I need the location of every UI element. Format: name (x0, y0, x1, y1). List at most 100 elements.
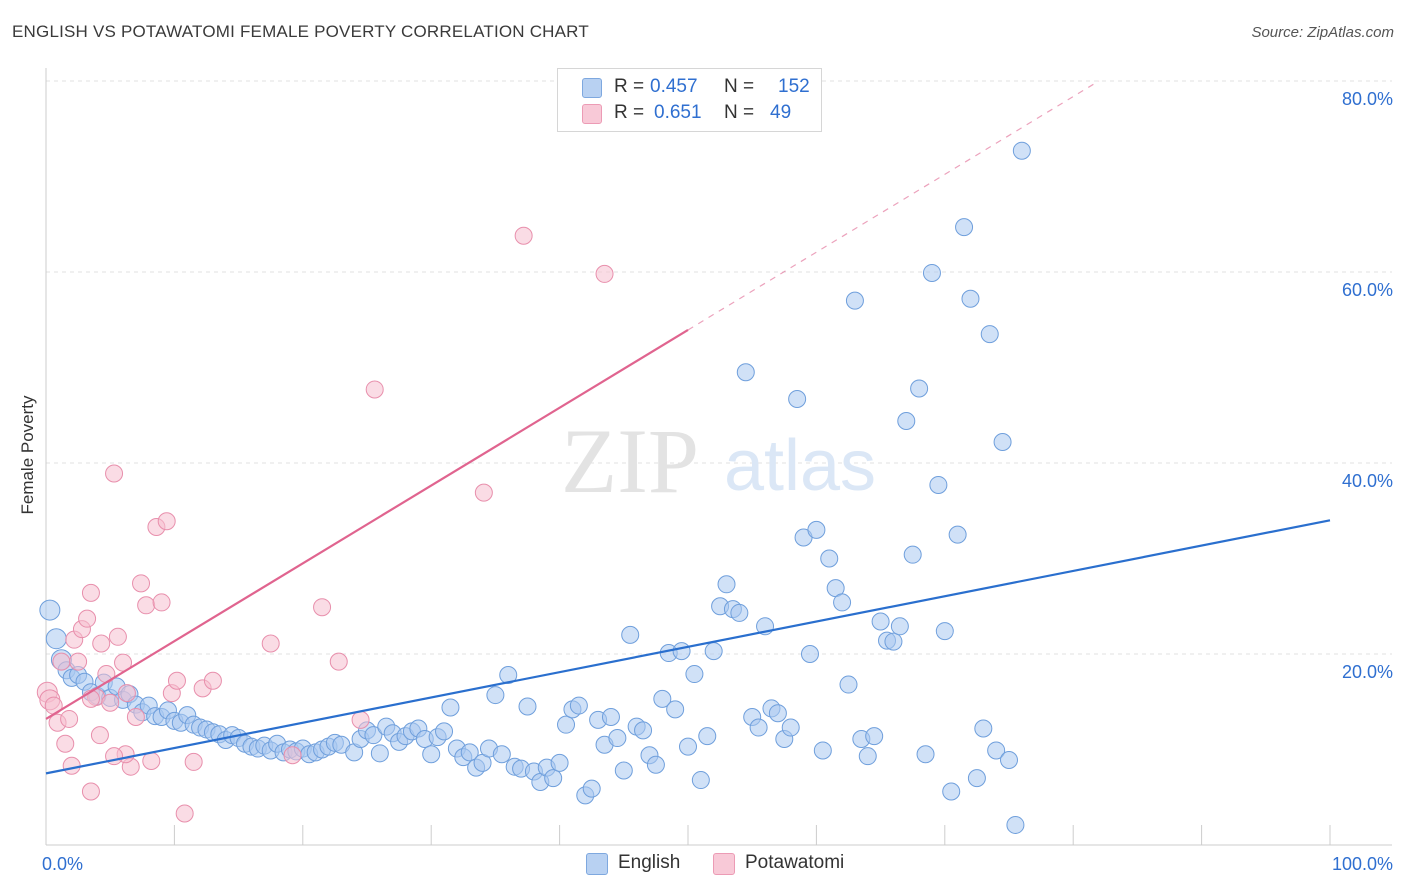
potawatomi-points (36, 226, 614, 823)
potawatomi-point (329, 652, 348, 671)
potawatomi-trend-line (45, 329, 689, 720)
potawatomi-point (365, 380, 384, 399)
english-point (781, 718, 800, 737)
english-point (768, 704, 787, 723)
potawatomi-point (184, 752, 203, 771)
english-point (800, 645, 819, 663)
english-points (39, 141, 1031, 834)
source-credit: Source: ZipAtlas.com (1251, 24, 1394, 41)
potawatomi-point (203, 671, 222, 690)
english-point (422, 745, 441, 764)
english-point (486, 686, 505, 705)
english-point (614, 761, 633, 780)
x-tick-label-0: 0.0% (42, 854, 83, 874)
english-point (1006, 815, 1025, 834)
potawatomi-point (69, 652, 88, 671)
english-point (749, 718, 768, 737)
english-point (370, 744, 389, 763)
english-point (691, 771, 710, 790)
y-tick-label-1: 40.0% (1342, 471, 1393, 491)
watermark-zip: ZIP (561, 410, 699, 512)
potawatomi-point (595, 264, 614, 283)
y-tick-labels: 20.0% 40.0% 60.0% 80.0% (1342, 89, 1393, 682)
english-trend-line (45, 519, 1331, 775)
english-point (460, 743, 479, 762)
english-point (910, 379, 929, 398)
english-point (499, 666, 518, 685)
potawatomi-point (60, 709, 79, 728)
english-point (492, 745, 511, 764)
y-tick-label-0: 20.0% (1342, 662, 1393, 682)
english-point (820, 549, 839, 568)
english-point (903, 545, 922, 564)
english-point (916, 745, 935, 764)
potawatomi-point (81, 583, 100, 602)
legend-r-value: 0.457 (650, 76, 698, 97)
chart-title: ENGLISH VS POTAWATOMI FEMALE POVERTY COR… (12, 22, 589, 41)
potawatomi-point (474, 483, 493, 502)
english-point (717, 575, 736, 594)
potawatomi-point (78, 609, 97, 628)
english-point (621, 625, 640, 644)
legend-n-label: N = (724, 76, 755, 97)
english-point (980, 325, 999, 344)
potawatomi-point (52, 652, 71, 671)
english-point (569, 696, 588, 715)
english-point (833, 593, 852, 612)
english-point (518, 697, 537, 716)
english-point (922, 263, 941, 282)
legend-n-value: 49 (770, 102, 792, 123)
trend-lines (45, 80, 1331, 775)
english-point (601, 708, 620, 727)
english-point (839, 675, 858, 694)
legend-r-label: R = (614, 102, 645, 123)
english-point (672, 642, 691, 661)
potawatomi-point (137, 596, 156, 615)
english-point (884, 632, 903, 651)
english-point (582, 779, 601, 798)
potawatomi-point (81, 782, 100, 801)
potawatomi-point (90, 726, 109, 745)
english-point (45, 628, 67, 650)
potawatomi-point (283, 746, 302, 765)
english-point (865, 727, 884, 746)
english-point (704, 642, 723, 661)
legend-n-label: N = (724, 102, 755, 123)
legend-r-label: R = (614, 76, 645, 97)
english-point (1012, 141, 1031, 160)
english-point (929, 475, 948, 494)
potawatomi-point (62, 756, 81, 775)
stats-legend: R = 0.457 N = 152 R = 0.651 N = 49 (557, 68, 822, 132)
axes (45, 68, 1392, 846)
english-point (987, 741, 1006, 760)
potawatomi-point (167, 671, 186, 690)
english-point (698, 727, 717, 746)
english-point (948, 525, 967, 544)
x-tick-labels: 0.0% 100.0% (42, 854, 1393, 874)
potawatomi-point (313, 598, 332, 617)
english-point (557, 715, 576, 734)
english-point (666, 700, 685, 719)
english-point (634, 721, 653, 740)
english-point (608, 729, 627, 748)
english-point (993, 432, 1012, 451)
english-point (679, 737, 697, 756)
potawatomi-point (261, 634, 280, 653)
english-point (39, 599, 61, 621)
english-point (1000, 751, 1018, 770)
english-point (544, 769, 563, 788)
legend-n-value: 152 (778, 76, 810, 97)
bottom-label-english: English (618, 852, 681, 873)
english-point (845, 291, 864, 310)
english-point (961, 289, 980, 308)
potawatomi-point (514, 226, 533, 245)
english-point (646, 755, 665, 774)
english-point (653, 689, 672, 708)
english-point (955, 218, 974, 237)
potawatomi-trend-line-extension (687, 80, 1100, 331)
english-point (967, 769, 986, 788)
legend-swatch-english (582, 78, 602, 98)
x-tick-label-1: 100.0% (1332, 854, 1393, 874)
english-point (685, 665, 704, 684)
